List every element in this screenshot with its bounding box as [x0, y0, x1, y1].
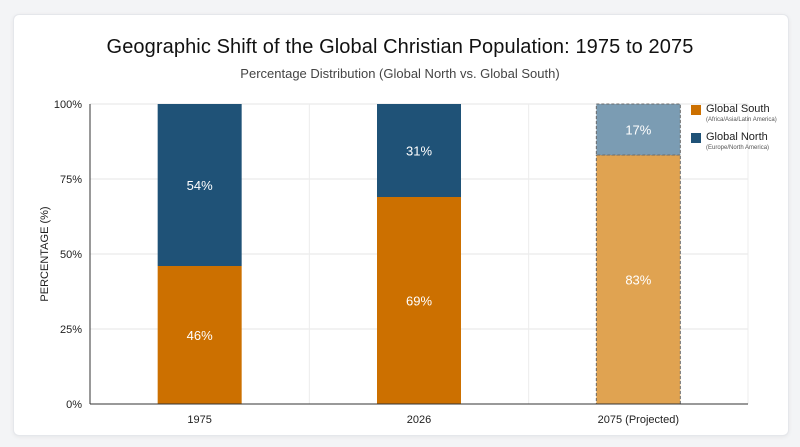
axes: 0% 25% 50% 75% 100% 1975 2026 2075 (Projected) — [54, 99, 748, 426]
bar-value-label: 83% — [625, 273, 651, 288]
y-tick-label: 0% — [66, 399, 82, 411]
bar-global-south — [595, 154, 681, 405]
legend-note-global-north: (Europe/North America) — [706, 145, 770, 151]
chart-title: Geographic Shift of the Global Christian… — [106, 36, 694, 58]
bar-global-north — [377, 104, 461, 197]
y-tick-label: 100% — [54, 99, 82, 111]
bar-global-north — [595, 103, 681, 156]
bar-global-south — [377, 197, 461, 404]
y-tick-label: 25% — [60, 324, 82, 336]
legend-swatch-global-south — [691, 105, 701, 115]
bar-global-south — [157, 266, 242, 404]
x-tick-label: 2026 — [407, 414, 431, 426]
chart-subtitle: Percentage Distribution (Global North vs… — [240, 66, 560, 81]
bar-value-label: 31% — [406, 144, 432, 159]
bar-value-label: 17% — [625, 123, 651, 138]
bar-value-label: 69% — [406, 294, 432, 309]
legend-swatch-global-north — [691, 133, 701, 143]
bar-value-label: 46% — [187, 328, 213, 343]
bar-global-north — [157, 104, 242, 266]
legend-label-global-north: Global North — [706, 131, 768, 143]
y-tick-label: 50% — [60, 249, 82, 261]
y-tick-label: 75% — [60, 174, 82, 186]
legend-label-global-south: Global South — [706, 103, 770, 115]
legend-note-global-south: (Africa/Asia/Latin America) — [706, 117, 777, 123]
y-axis-label: PERCENTAGE (%) — [39, 206, 51, 301]
bars: 46% 54% 69% 31% 83% 17% — [157, 103, 681, 405]
x-tick-label: 2075 (Projected) — [598, 414, 679, 426]
x-tick-label: 1975 — [187, 414, 211, 426]
bar-value-label: 54% — [187, 178, 213, 193]
